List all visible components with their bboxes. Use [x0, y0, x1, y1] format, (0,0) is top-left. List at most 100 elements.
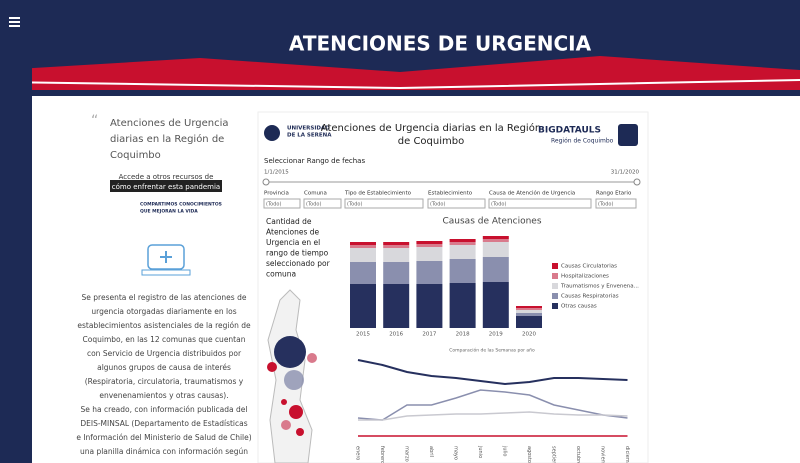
x-tick-label: octubre: [575, 446, 581, 463]
range-slider[interactable]: [264, 181, 639, 183]
x-tick-label: junio: [477, 445, 483, 458]
filter-box[interactable]: [263, 198, 301, 209]
x-tick-label: julio: [502, 445, 508, 456]
bar-segment: [449, 245, 476, 259]
bar-segment: [482, 236, 509, 239]
bar-segment: [383, 245, 410, 248]
chart-title: Comparación de las Semanas por año: [449, 347, 535, 354]
legend-label: Traumatismos y Envenena...: [560, 284, 639, 290]
bar-segment: [449, 239, 476, 242]
filter-label: Rango Etario: [596, 191, 632, 197]
legend-swatch: [552, 283, 558, 289]
bar-segment: [350, 262, 376, 284]
map-caption: Cantidad de: [266, 217, 312, 226]
map-caption: Urgencia en el: [266, 238, 320, 247]
x-tick-label: 2017: [422, 332, 436, 338]
filter-box[interactable]: [488, 198, 592, 209]
filter-box[interactable]: [344, 198, 424, 209]
university-name: DE LA SERENA: [287, 133, 332, 139]
filter-box[interactable]: [427, 198, 486, 209]
filter-value: (Todo): [347, 202, 362, 208]
x-tick-label: febrero: [379, 446, 385, 463]
header-band: [0, 56, 800, 90]
motto: COMPARTIMOS CONOCIMIENTOS: [140, 202, 222, 208]
link-text: cómo enfrentar esta pandemia: [112, 183, 220, 191]
left-rail: [0, 0, 32, 463]
paragraph-line: DEIS-MINSAL (Departamento de Estadística…: [80, 419, 247, 428]
map-caption: comuna: [266, 270, 296, 279]
filter-value: (Todo): [266, 202, 281, 208]
filter-label: Provincia: [264, 191, 289, 197]
paragraph-line: Se presenta el registro de las atencione…: [82, 293, 247, 302]
bar-segment: [482, 257, 509, 282]
bar-segment: [350, 248, 376, 262]
chart-title: Causas de Atenciones: [442, 217, 541, 227]
link-text: Accede a otros recursos de: [119, 173, 214, 181]
paragraph-line: e Información del Ministerio de Salud de…: [76, 433, 251, 442]
info-button[interactable]: [618, 124, 638, 146]
legend-label: Otras causas: [561, 304, 597, 310]
x-tick-label: 2015: [356, 332, 370, 338]
bar-segment: [516, 308, 542, 310]
filter-value: (Todo): [306, 202, 321, 208]
bar-segment: [449, 242, 476, 245]
x-tick-label: 2018: [456, 332, 470, 338]
map-bubbles: [267, 336, 317, 436]
bar-segment: [516, 316, 542, 328]
bar-segment: [383, 262, 410, 284]
filter-value: (Todo): [491, 202, 506, 208]
filter-value: (Todo): [598, 202, 613, 208]
bar-segment: [350, 242, 376, 245]
slider-handle[interactable]: [633, 178, 641, 186]
filter-box[interactable]: [303, 198, 342, 209]
line-series: [357, 389, 628, 421]
legend-label: Hospitalizaciones: [561, 274, 609, 280]
link-box[interactable]: [110, 180, 222, 192]
x-tick-label: 2019: [489, 332, 503, 338]
x-tick-label: diciembre: [624, 446, 630, 463]
paragraph-line: Se ha creado, con información publicada …: [81, 405, 248, 414]
line-series: [357, 359, 628, 386]
x-tick-label: 2020: [522, 332, 536, 338]
paragraph-line: algunos grupos de causa de interés: [97, 363, 231, 372]
quote-text: Coquimbo: [110, 150, 161, 161]
x-tick-label: noviembre: [600, 446, 606, 463]
bar-segment: [516, 310, 542, 313]
map-caption: Atenciones de: [266, 228, 320, 237]
university-name: UNIVERSIDAD: [287, 126, 330, 132]
x-tick-label: enero: [355, 446, 361, 460]
paragraph-line: establecimientos asistenciales de la reg…: [77, 321, 251, 330]
dashboard-title: Atenciones de Urgencia diarias en la Reg…: [321, 122, 541, 134]
paragraph-line: envenenamientos y otras causas).: [99, 391, 228, 400]
range-start: 1/1/2015: [264, 170, 289, 176]
legend-swatch: [552, 293, 558, 299]
bar-segment: [416, 247, 443, 261]
filter-label: Tipo de Establecimiento: [344, 191, 412, 197]
dashboard-title: de Coquimbo: [398, 136, 464, 147]
siren-icon: [141, 244, 191, 276]
range-end: 31/1/2020: [611, 170, 640, 176]
menu-icon[interactable]: [9, 17, 20, 27]
x-tick-label: mayo: [453, 446, 459, 460]
x-tick-label: marzo: [404, 446, 410, 462]
quote-mark: “: [91, 113, 98, 129]
bar-segment: [482, 282, 509, 328]
motto: QUE MEJORAN LA VIDA: [140, 209, 198, 215]
bar-segment: [449, 259, 476, 283]
bar-segment: [516, 306, 542, 308]
filter-box[interactable]: [595, 198, 637, 209]
bar-segment: [516, 313, 542, 316]
legend-swatch: [552, 273, 558, 279]
bar-segment: [416, 244, 443, 247]
university-logo: [264, 125, 280, 141]
bar-segment: [350, 284, 376, 328]
paragraph-line: una planilla dinámica con información se…: [80, 447, 248, 456]
bar-segment: [416, 284, 443, 328]
bar-segment: [350, 245, 376, 248]
line-series: [358, 411, 628, 421]
bar-segment: [383, 248, 410, 262]
brand: BIGDATAULS: [538, 126, 601, 136]
slider-handle[interactable]: [262, 178, 270, 186]
legend-label: Causas Circulatorias: [561, 264, 617, 270]
